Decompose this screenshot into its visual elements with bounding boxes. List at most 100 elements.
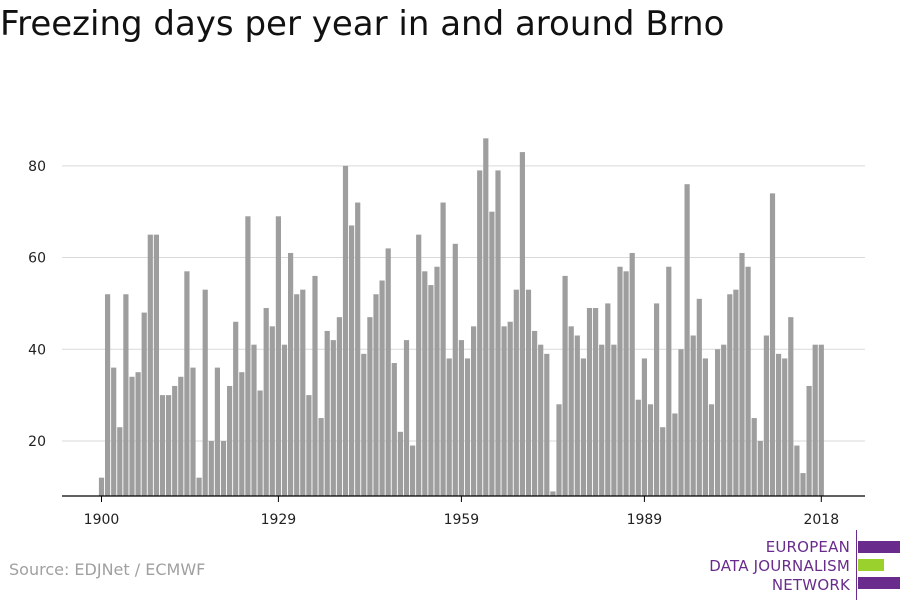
bar bbox=[202, 289, 208, 496]
bar bbox=[471, 326, 477, 496]
bar bbox=[129, 376, 135, 496]
bar bbox=[233, 321, 239, 496]
bar bbox=[532, 330, 538, 496]
logo-bar-bottom bbox=[858, 577, 900, 589]
bar bbox=[135, 372, 141, 496]
bar bbox=[654, 303, 660, 496]
bar bbox=[574, 335, 580, 496]
bar bbox=[641, 358, 647, 496]
bar bbox=[251, 344, 257, 496]
bar bbox=[324, 330, 330, 496]
bar bbox=[391, 363, 397, 496]
bar bbox=[776, 353, 782, 496]
x-tick-label: 1959 bbox=[444, 512, 480, 528]
bar bbox=[489, 211, 495, 496]
bar bbox=[410, 445, 416, 496]
bar bbox=[788, 317, 794, 496]
bar bbox=[733, 289, 739, 496]
logo-text-european: EUROPEAN bbox=[765, 538, 850, 556]
bar bbox=[172, 385, 178, 496]
bar bbox=[538, 344, 544, 496]
bar bbox=[446, 358, 452, 496]
bar bbox=[275, 216, 281, 497]
bar bbox=[794, 445, 800, 496]
x-tick-label: 1900 bbox=[84, 512, 120, 528]
bar bbox=[715, 349, 721, 496]
bar bbox=[739, 252, 745, 496]
bar bbox=[379, 280, 385, 496]
y-tick-label: 80 bbox=[28, 159, 46, 175]
bar bbox=[227, 385, 233, 496]
bar bbox=[349, 225, 355, 496]
bar bbox=[196, 477, 202, 496]
logo-text-network: NETWORK bbox=[771, 576, 850, 594]
bar bbox=[519, 152, 525, 496]
bar bbox=[599, 344, 605, 496]
bar bbox=[727, 294, 733, 496]
bar bbox=[507, 321, 513, 496]
logo-text-data-journalism: DATA JOURNALISM bbox=[709, 557, 850, 575]
bar bbox=[318, 418, 324, 496]
bar bbox=[220, 440, 227, 496]
bar bbox=[550, 491, 556, 496]
bar bbox=[239, 372, 245, 496]
bar bbox=[629, 252, 635, 496]
bar bbox=[397, 431, 403, 496]
bar bbox=[336, 317, 342, 496]
x-tick-label: 2018 bbox=[803, 512, 839, 528]
bar bbox=[385, 248, 391, 496]
y-tick-label: 40 bbox=[28, 342, 46, 358]
logo-divider bbox=[856, 530, 857, 600]
bar bbox=[580, 358, 586, 496]
bar bbox=[501, 326, 507, 496]
bar bbox=[434, 266, 440, 496]
bar bbox=[458, 340, 464, 496]
bar bbox=[721, 344, 727, 496]
bar bbox=[111, 367, 117, 496]
bar bbox=[98, 477, 105, 496]
bar bbox=[800, 473, 806, 496]
bar bbox=[708, 404, 715, 496]
bar bbox=[562, 275, 568, 496]
y-tick-label: 20 bbox=[28, 434, 46, 450]
bar bbox=[190, 367, 196, 496]
bars bbox=[98, 138, 824, 497]
bar bbox=[477, 170, 483, 496]
bar bbox=[751, 418, 757, 496]
y-tick-label: 60 bbox=[28, 251, 46, 267]
bar bbox=[556, 404, 562, 496]
bar bbox=[623, 271, 629, 496]
edjnet-logo: EUROPEAN DATA JOURNALISM NETWORK bbox=[640, 530, 900, 600]
bar bbox=[702, 358, 708, 496]
bar bbox=[568, 326, 574, 496]
bar bbox=[617, 266, 623, 496]
bar bbox=[647, 404, 654, 496]
bar bbox=[678, 349, 684, 496]
logo-bar-middle bbox=[858, 559, 884, 571]
chart-title: Freezing days per year in and around Brn… bbox=[0, 4, 725, 44]
bar bbox=[166, 395, 172, 496]
y-tick-labels: 20 40 60 80 bbox=[28, 159, 46, 450]
bar bbox=[782, 358, 788, 496]
bar bbox=[373, 294, 379, 496]
bar bbox=[544, 353, 550, 496]
bar bbox=[294, 294, 300, 496]
bar bbox=[452, 243, 458, 496]
bar bbox=[464, 358, 471, 496]
bar bbox=[288, 252, 294, 496]
bar bbox=[483, 138, 489, 496]
bar bbox=[208, 440, 214, 496]
x-tick-labels: 1900 1929 1959 1989 2018 bbox=[84, 496, 839, 528]
bar bbox=[757, 440, 763, 496]
bar bbox=[635, 399, 641, 496]
bar bbox=[422, 271, 428, 496]
bar bbox=[684, 184, 690, 496]
bar bbox=[525, 289, 532, 496]
bar bbox=[342, 165, 349, 497]
bar bbox=[367, 317, 373, 496]
bar bbox=[159, 395, 166, 496]
bar bbox=[306, 395, 312, 496]
bar bbox=[690, 335, 696, 496]
bar bbox=[117, 427, 123, 496]
